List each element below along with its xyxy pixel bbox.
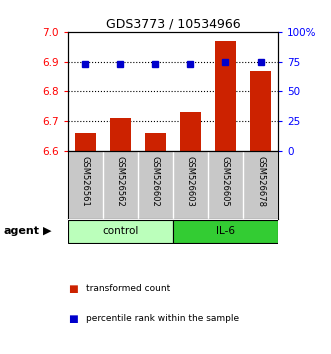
Text: GSM526562: GSM526562	[116, 156, 125, 207]
Title: GDS3773 / 10534966: GDS3773 / 10534966	[106, 18, 240, 31]
Text: IL-6: IL-6	[216, 226, 235, 236]
Bar	[180, 112, 201, 151]
Text: percentile rank within the sample: percentile rank within the sample	[86, 314, 239, 323]
Text: ▶: ▶	[43, 226, 52, 236]
Bar	[75, 133, 96, 151]
Text: ■: ■	[68, 314, 77, 324]
Text: ■: ■	[68, 284, 77, 293]
Text: GSM526678: GSM526678	[256, 156, 265, 207]
Text: GSM526561: GSM526561	[81, 156, 90, 207]
Text: GSM526603: GSM526603	[186, 156, 195, 207]
Bar	[173, 220, 278, 243]
Text: control: control	[102, 226, 139, 236]
Text: agent: agent	[3, 226, 39, 236]
Bar	[250, 70, 271, 151]
Bar	[68, 220, 173, 243]
Bar	[145, 133, 166, 151]
Text: transformed count: transformed count	[86, 284, 170, 293]
Text: GSM526602: GSM526602	[151, 156, 160, 207]
Bar	[110, 118, 131, 151]
Text: GSM526605: GSM526605	[221, 156, 230, 207]
Bar	[215, 41, 236, 151]
